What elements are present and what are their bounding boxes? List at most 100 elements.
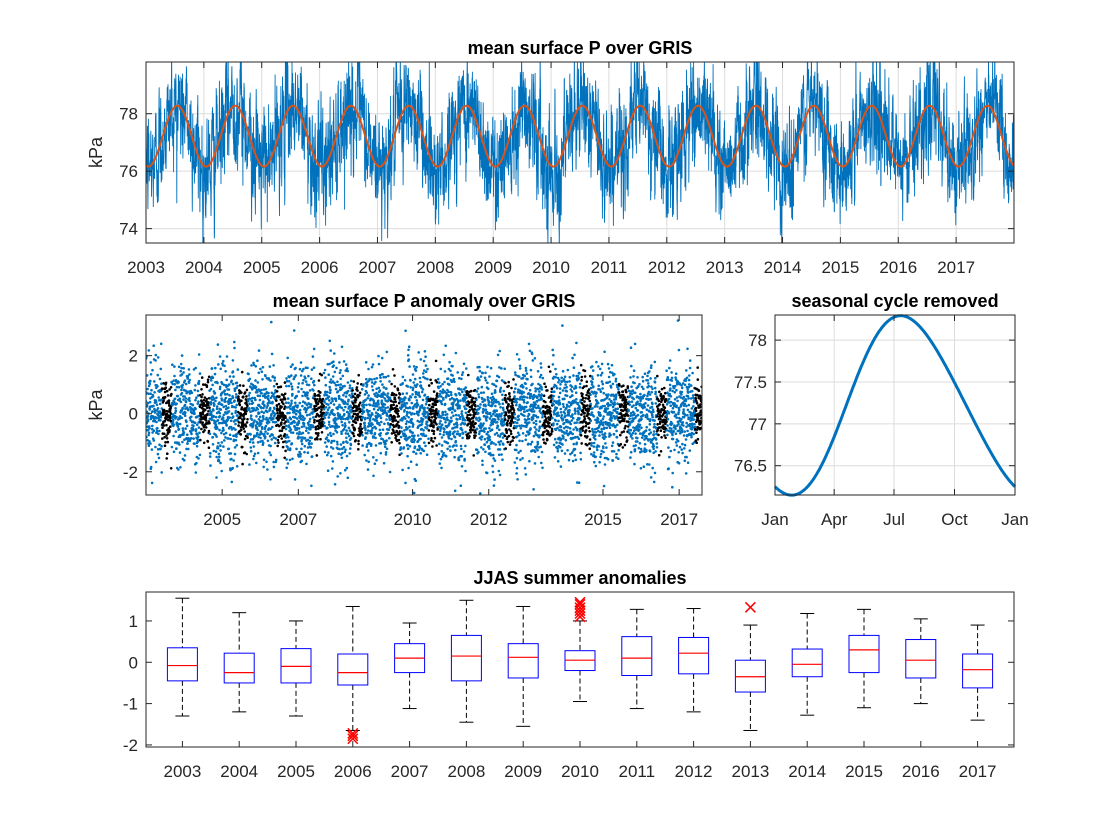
anomaly-point	[476, 387, 480, 390]
anomaly-point	[231, 382, 235, 386]
anomaly-point	[365, 403, 368, 407]
anomaly-point	[552, 422, 555, 425]
anomaly-point	[190, 391, 194, 395]
anomaly-point	[463, 398, 467, 402]
anomaly-point	[286, 462, 290, 465]
anomaly-point	[486, 396, 490, 399]
anomaly-point	[578, 386, 582, 389]
anomaly-point	[603, 432, 607, 435]
anomaly-point	[650, 385, 653, 389]
anomaly-point	[156, 385, 159, 388]
anomaly-point	[217, 363, 220, 366]
anomaly-point	[631, 431, 635, 435]
summer-anomaly-point	[621, 446, 625, 449]
summer-anomaly-point	[360, 418, 363, 422]
anomaly-point	[378, 423, 381, 427]
anomaly-point	[223, 364, 226, 368]
anomaly-point	[209, 387, 213, 391]
anomaly-point	[384, 375, 388, 379]
anomaly-point	[578, 382, 582, 386]
summer-anomaly-point	[356, 412, 360, 416]
anomaly-point	[230, 457, 233, 461]
anomaly-point	[563, 375, 567, 379]
anomaly-point	[500, 367, 503, 370]
anomaly-point	[290, 402, 293, 405]
summer-anomaly-point	[393, 416, 397, 419]
anomaly-point	[269, 478, 272, 481]
anomaly-point	[541, 466, 544, 470]
anomaly-point	[301, 431, 305, 435]
summer-anomaly-point	[206, 412, 209, 416]
anomaly-point	[294, 366, 297, 370]
anomaly-point	[455, 425, 459, 429]
anomaly-point	[256, 381, 260, 384]
anomaly-point	[611, 441, 615, 444]
anomaly-point	[246, 432, 250, 436]
anomaly-point	[182, 371, 185, 374]
anomaly-point	[475, 427, 479, 431]
anomaly-point	[333, 352, 336, 355]
anomaly-point	[614, 393, 618, 397]
anomaly-point	[234, 406, 237, 409]
anomaly-point	[248, 440, 252, 444]
anomaly-point	[333, 370, 337, 374]
summer-anomaly-point	[354, 398, 358, 402]
summer-anomaly-point	[471, 400, 475, 404]
anomaly-point	[556, 449, 560, 453]
anomaly-point	[567, 414, 571, 417]
anomaly-point	[342, 360, 346, 363]
anomaly-point	[442, 398, 445, 401]
summer-anomaly-point	[473, 436, 476, 440]
summer-anomaly-point	[163, 444, 167, 448]
anomaly-point	[563, 380, 567, 383]
anomaly-point	[644, 429, 648, 432]
anomaly-point	[632, 397, 635, 401]
anomaly-point	[218, 387, 222, 391]
anomaly-point	[252, 363, 256, 367]
anomaly-point	[484, 427, 488, 430]
anomaly-point	[598, 411, 602, 415]
anomaly-point	[569, 422, 572, 426]
anomaly-point	[640, 385, 644, 389]
anomaly-point	[569, 452, 572, 456]
anomaly-point	[209, 452, 212, 455]
anomaly-point	[260, 406, 263, 410]
anomaly-point	[386, 392, 390, 395]
summer-anomaly-point	[313, 421, 316, 424]
summer-anomaly-point	[506, 423, 509, 427]
anomaly-point	[566, 404, 569, 408]
anomaly-point	[373, 462, 377, 466]
summer-anomaly-point	[550, 387, 554, 391]
anomaly-point	[345, 367, 349, 370]
anomaly-point	[193, 388, 197, 392]
anomaly-point	[400, 426, 403, 429]
anomaly-point	[234, 393, 238, 396]
anomaly-point	[298, 450, 301, 454]
anomaly-point	[325, 436, 329, 439]
anomaly-point	[313, 383, 316, 387]
anomaly-point	[495, 409, 499, 413]
summer-anomaly-point	[168, 414, 172, 418]
summer-anomaly-point	[275, 399, 278, 402]
anomaly-point	[475, 417, 479, 420]
anomaly-point	[250, 399, 253, 403]
summer-anomaly-point	[583, 400, 586, 403]
anomaly-point	[382, 391, 385, 395]
anomaly-point	[524, 369, 528, 372]
anomaly-point	[532, 410, 536, 413]
summer-anomaly-point	[359, 422, 362, 426]
anomaly-point	[513, 395, 516, 398]
anomaly-point	[340, 456, 344, 460]
anomaly-point	[650, 390, 653, 394]
anomaly-point	[437, 410, 440, 413]
anomaly-point	[490, 440, 494, 444]
summer-anomaly-point	[509, 422, 513, 426]
anomaly-point	[614, 379, 618, 383]
summer-anomaly-point	[663, 406, 667, 410]
summer-anomaly-point	[314, 427, 318, 431]
anomaly-point	[422, 432, 425, 436]
anomaly-point	[650, 441, 653, 444]
summer-anomaly-point	[396, 388, 400, 392]
summer-anomaly-point	[430, 416, 434, 419]
anomaly-point	[336, 405, 340, 409]
